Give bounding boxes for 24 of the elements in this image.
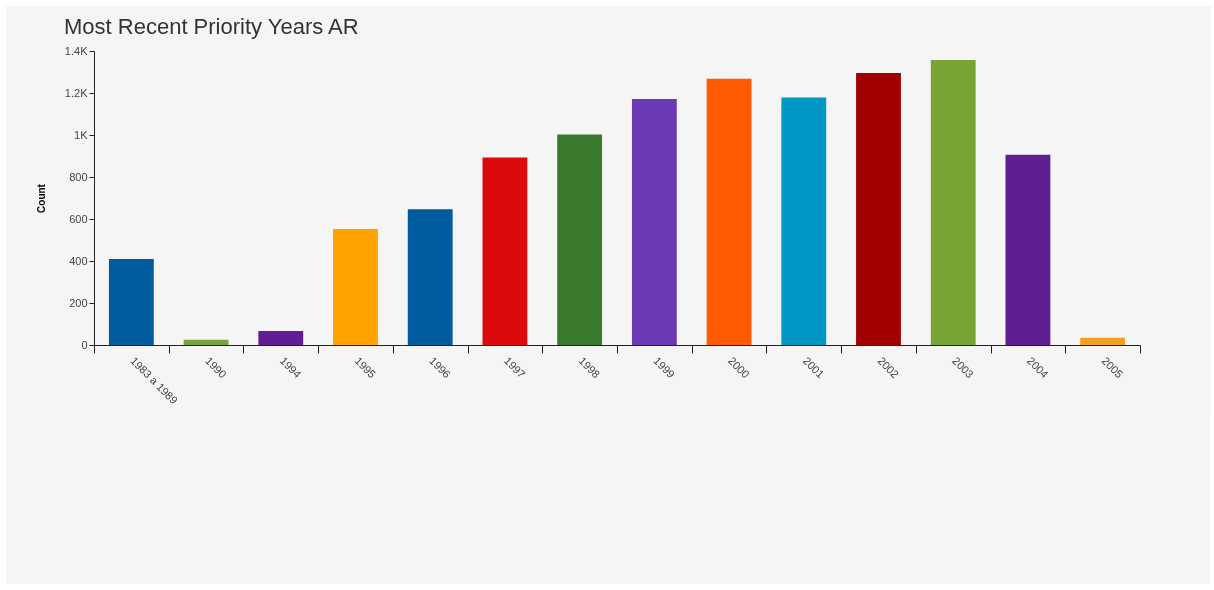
- bar: [781, 97, 827, 345]
- y-tick-label: 800: [69, 170, 88, 183]
- y-tick-label: 1.2K: [64, 86, 89, 99]
- bar: [108, 258, 154, 345]
- bar: [1080, 337, 1126, 345]
- y-tick-label: 1.4K: [64, 44, 89, 57]
- y-axis-title: Count: [35, 183, 47, 213]
- y-tick-label: 200: [69, 296, 88, 309]
- y-tick-label: 0: [81, 338, 88, 351]
- bar: [557, 134, 603, 345]
- y-tick-label: 600: [69, 212, 88, 225]
- y-tick-label: 1K: [74, 128, 89, 141]
- bar: [1005, 154, 1051, 345]
- bar: [930, 60, 976, 345]
- bar: [183, 339, 229, 345]
- chart-title: Most Recent Priority Years AR: [64, 14, 359, 39]
- bar: [482, 157, 528, 345]
- bar: [258, 330, 304, 345]
- bar: [856, 73, 901, 345]
- bar: [407, 209, 453, 345]
- y-tick-label: 400: [69, 254, 88, 267]
- bar: [706, 78, 752, 345]
- bar: [333, 229, 378, 345]
- bar: [631, 98, 677, 345]
